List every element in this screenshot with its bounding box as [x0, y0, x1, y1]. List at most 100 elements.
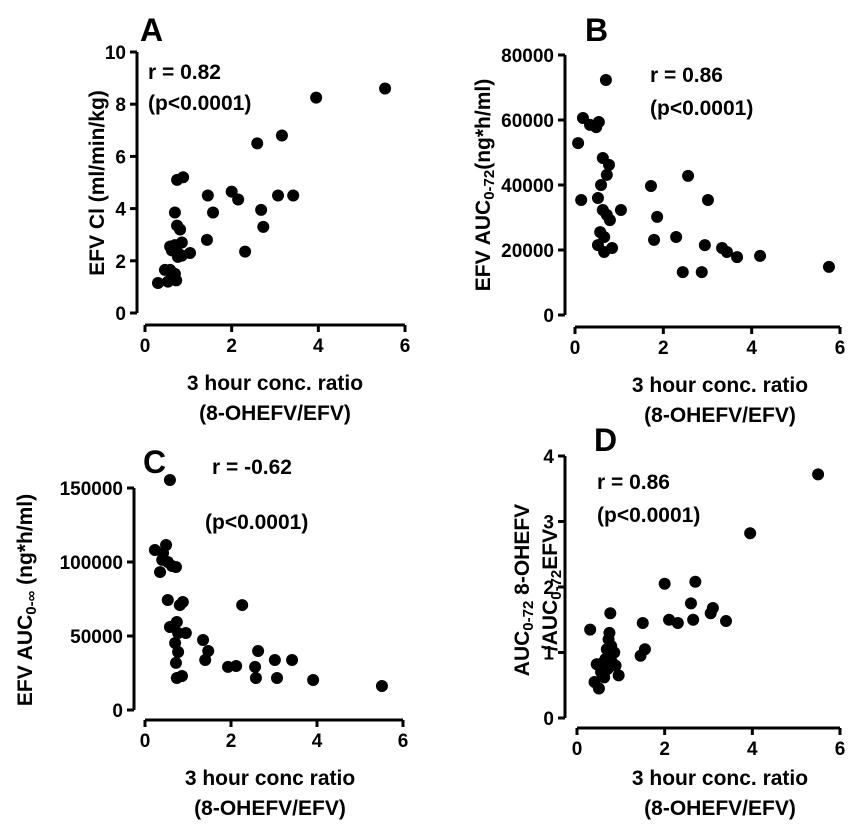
- data-point: [754, 249, 767, 262]
- y-tick-label: 40000: [501, 176, 554, 197]
- data-point: [268, 653, 281, 666]
- annotation: r = -0.62: [212, 456, 292, 479]
- data-point: [658, 577, 671, 590]
- data-point: [230, 660, 243, 673]
- panel-label: B: [585, 12, 608, 48]
- y-tick-label: 0: [112, 701, 123, 722]
- y-axis-label-part: (ng*h/ml): [14, 494, 37, 591]
- data-point: [812, 468, 825, 481]
- y-axis-label-part: EFV Cl (ml/min/kg): [86, 90, 109, 276]
- panel-label: C: [143, 444, 166, 480]
- data-point: [638, 643, 651, 656]
- data-point: [603, 158, 616, 171]
- data-point: [168, 206, 181, 219]
- data-point: [152, 276, 164, 289]
- data-point: [604, 607, 617, 620]
- data-point: [179, 627, 192, 640]
- y-axis-label: AUC0-72 8-OHEFV: [511, 504, 537, 676]
- data-point: [606, 242, 619, 255]
- x-tick-label: 0: [140, 336, 151, 357]
- data-point: [170, 274, 183, 287]
- y-tick-label: 4: [115, 200, 126, 221]
- data-point: [249, 660, 262, 673]
- data-point: [603, 626, 616, 639]
- y-tick-label: 4: [543, 447, 554, 468]
- data-point: [609, 659, 622, 672]
- y-tick-label: 10: [105, 43, 126, 64]
- y-axis-label-subscript: 0-72: [548, 570, 565, 600]
- y-axis-label-part: EFV AUC: [472, 200, 495, 291]
- data-point: [684, 597, 697, 610]
- x-tick-label: 6: [398, 731, 409, 752]
- data-point: [156, 553, 169, 566]
- x-tick-label: 2: [658, 338, 669, 359]
- data-point: [170, 615, 183, 628]
- x-tick-label: 4: [312, 731, 323, 752]
- data-point: [251, 137, 264, 150]
- data-point: [731, 251, 744, 264]
- data-point: [272, 189, 285, 202]
- data-point: [744, 527, 757, 540]
- panel: 0 1 2 3 4 0 2 4 6 Dr = 0.86 (p<0.0001) 3 hour conc.…: [511, 422, 845, 820]
- data-point: [706, 601, 719, 614]
- x-tick-label: 2: [226, 336, 237, 357]
- y-axis-label-part: 8-OHEFV: [511, 504, 534, 601]
- data-point: [199, 653, 212, 666]
- data-point: [689, 575, 702, 588]
- data-point: [614, 204, 627, 217]
- annotation: r = 0.86: [650, 64, 723, 87]
- x-tick-label: 6: [835, 739, 846, 760]
- x-axis-label: 3 hour conc. ratio: [187, 372, 363, 395]
- data-point: [603, 214, 616, 227]
- annotation: (p<0.0001): [597, 504, 700, 527]
- y-axis-label-subscript: 0-72: [520, 601, 537, 631]
- data-point: [671, 617, 684, 630]
- y-tick-label: 20000: [501, 241, 554, 262]
- panel: 0 50000 100000 150000 0 2 4 6 C r = -0.62 (p<0.000…: [14, 444, 408, 820]
- data-point: [160, 538, 173, 551]
- data-point: [201, 189, 214, 202]
- data-point: [595, 179, 608, 191]
- y-tick-label: 1: [543, 644, 554, 665]
- annotation: r = 0.82: [148, 61, 221, 84]
- y-tick-label: 0: [115, 304, 126, 325]
- y-axis-label-part: EFV AUC: [14, 615, 37, 706]
- x-axis-label: 3 hour conc. ratio: [632, 374, 808, 397]
- data-point: [184, 246, 197, 259]
- data-point: [275, 129, 288, 142]
- data-point: [598, 231, 611, 243]
- data-point: [636, 617, 649, 630]
- data-point: [698, 239, 711, 252]
- data-point: [600, 168, 613, 181]
- y-axis-label-subscript: 0-72: [481, 170, 498, 200]
- x-axis-label: 3 hour conc ratio: [185, 767, 355, 790]
- y-axis-label: EFV AUC0-72(ng*h/ml): [472, 79, 498, 291]
- x-axis-label: (8-OHEFV/EFV): [644, 797, 796, 820]
- y-tick-label: 60000: [501, 111, 554, 132]
- panel-label: D: [594, 422, 617, 458]
- y-axis-label-subscript: 0-∞: [23, 590, 40, 614]
- data-point: [720, 245, 733, 258]
- data-point: [608, 646, 621, 659]
- x-tick-label: 0: [570, 338, 581, 359]
- data-point: [575, 193, 588, 206]
- y-tick-label: 0: [543, 306, 554, 327]
- panel: 0 20000 40000 60000 80000 0 2 4 6 Br = 0.86 (p<0.0…: [472, 12, 845, 427]
- data-point: [175, 236, 188, 249]
- y-axis-label-part: /AUC: [539, 600, 562, 651]
- data-point: [271, 672, 284, 685]
- x-axis-label: (8-OHEFV/EFV): [194, 797, 346, 820]
- panel: 0 2 4 6 8 10 0 2 4 6 Ar = 0.82 (p<0.0001) 3 hour con…: [86, 12, 410, 425]
- data-point: [200, 233, 213, 246]
- x-tick-label: 2: [659, 739, 670, 760]
- y-tick-label: 3: [543, 513, 554, 534]
- y-tick-label: 2: [115, 252, 126, 273]
- y-axis-label-part: EFV: [539, 529, 562, 570]
- data-point: [252, 644, 265, 657]
- data-point: [161, 594, 174, 607]
- data-point: [822, 260, 835, 273]
- x-axis-label: (8-OHEFV/EFV): [644, 404, 796, 427]
- y-tick-label: 0: [543, 709, 554, 730]
